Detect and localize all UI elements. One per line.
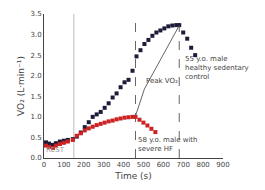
svg-text:800: 800	[196, 161, 209, 169]
svg-text:500: 500	[137, 161, 150, 169]
svg-text:0: 0	[42, 161, 46, 169]
svg-text:0.0: 0.0	[30, 154, 41, 162]
svg-text:VO₂ (L·min⁻¹): VO₂ (L·min⁻¹)	[16, 56, 26, 116]
svg-text:55 y.o. malehealthy sedentaryc: 55 y.o. malehealthy sedentarycontrol	[185, 55, 249, 81]
svg-text:Time (s): Time (s)	[114, 171, 152, 181]
svg-text:600: 600	[157, 161, 170, 169]
svg-text:300: 300	[97, 161, 110, 169]
svg-text:0.5: 0.5	[30, 134, 41, 142]
svg-text:Peak VO₂: Peak VO₂	[146, 77, 178, 85]
svg-text:58 y.o. male withsevere HF: 58 y.o. male withsevere HF	[138, 136, 198, 153]
svg-text:100: 100	[57, 161, 70, 169]
svg-text:3.0: 3.0	[30, 31, 41, 39]
svg-text:400: 400	[117, 161, 130, 169]
svg-text:1.0: 1.0	[30, 113, 41, 121]
svg-text:700: 700	[177, 161, 190, 169]
svg-text:200: 200	[77, 161, 90, 169]
svg-text:REST: REST	[46, 146, 65, 154]
svg-text:900: 900	[216, 161, 229, 169]
svg-text:1.5: 1.5	[30, 93, 41, 101]
svg-text:2.5: 2.5	[30, 52, 41, 60]
svg-text:3.5: 3.5	[30, 10, 41, 18]
svg-text:2.0: 2.0	[30, 72, 41, 80]
